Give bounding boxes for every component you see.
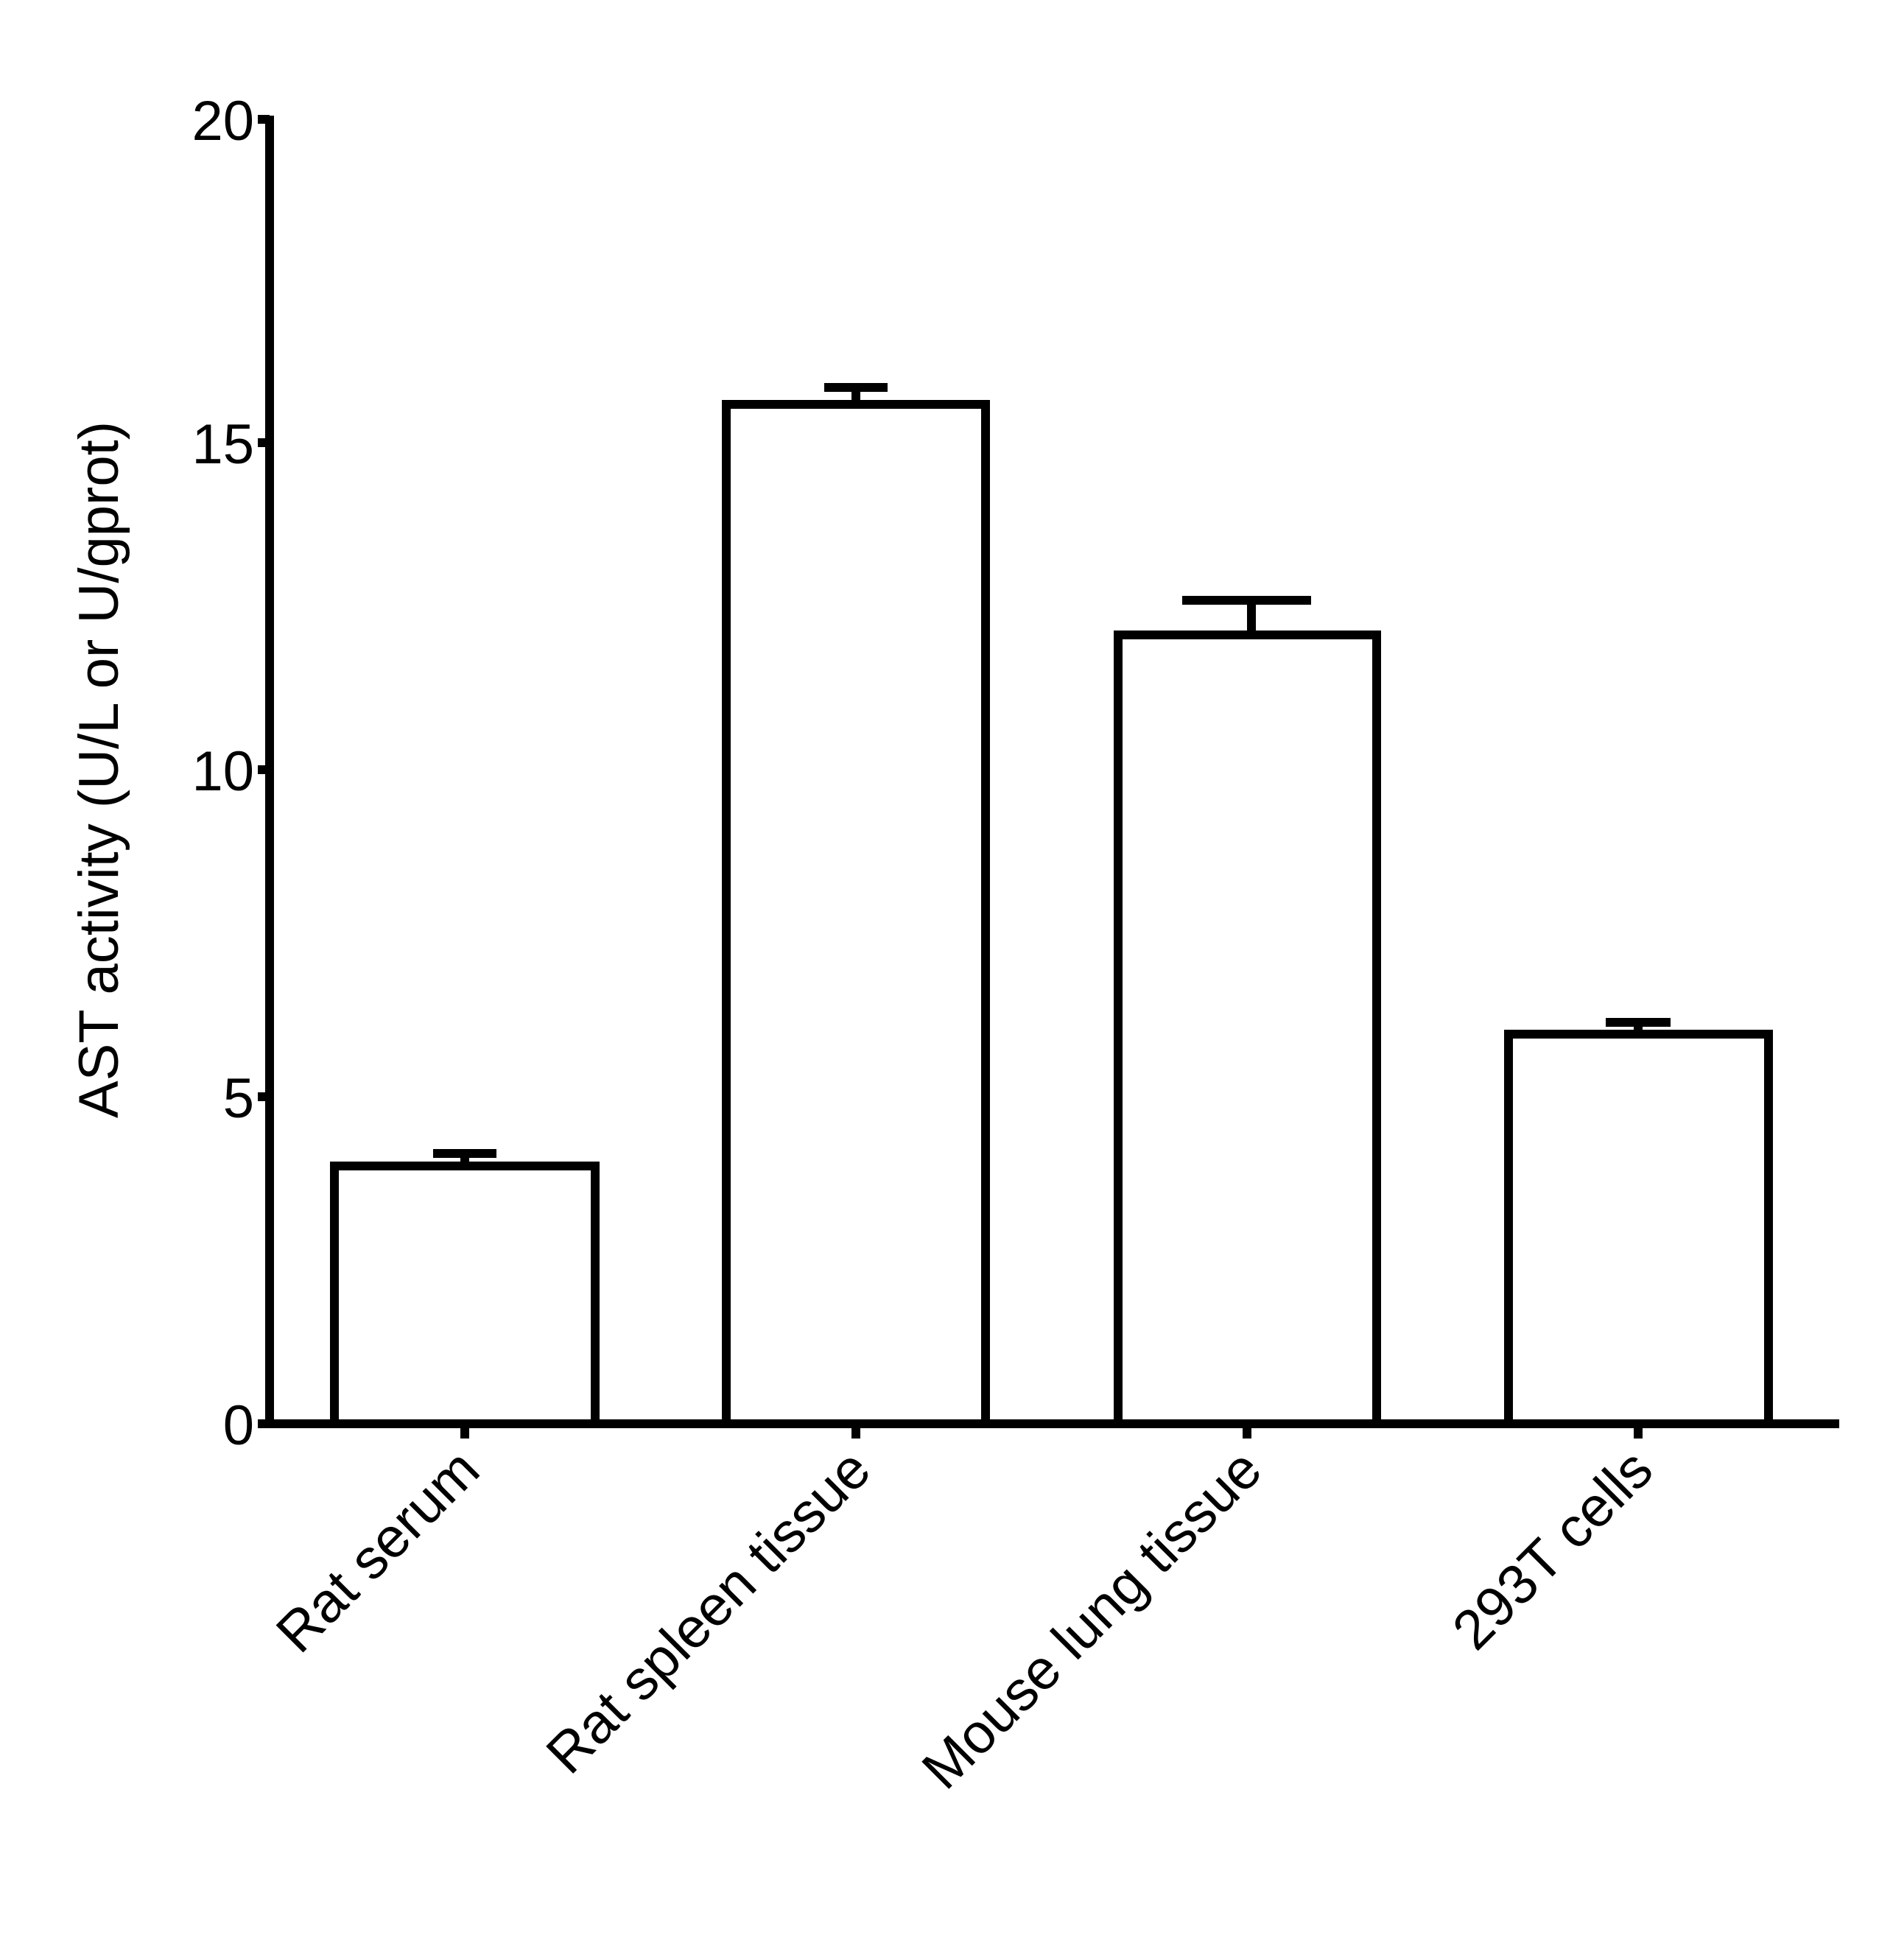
bar-rat-spleen-tissue [722,383,990,1424]
bars [330,383,1773,1424]
bar-293t-cells [1504,1018,1773,1424]
y-tick-label-5: 5 [223,1067,254,1130]
bar-rect [1114,630,1381,1424]
category-label-rat-serum: Rat serum [264,1438,491,1665]
category-label-rat-spleen-tissue: Rat spleen tissue [535,1438,882,1785]
y-tick-label-15: 15 [192,413,254,476]
bar-rect [722,400,990,1424]
bar-rect [1504,1030,1773,1424]
bar-rat-serum [330,1149,600,1424]
bar-rect [330,1162,600,1424]
y-axis-label: AST activity (U/L or U/gprot) [68,421,130,1118]
y-axis-ticks: 0 5 10 15 20 [192,90,270,1457]
y-tick-label-10: 10 [192,740,254,803]
x-axis-labels: Rat serum Rat spleen tissue Mouse lung t… [264,1438,1665,1801]
bar-mouse-lung-tissue [1114,596,1381,1424]
category-label-mouse-lung-tissue: Mouse lung tissue [910,1438,1274,1801]
category-label-293t-cells: 293T cells [1441,1438,1665,1662]
y-tick-label-0: 0 [223,1394,254,1457]
y-tick-label-20: 20 [192,90,254,152]
x-axis-ticks [460,1424,1643,1439]
